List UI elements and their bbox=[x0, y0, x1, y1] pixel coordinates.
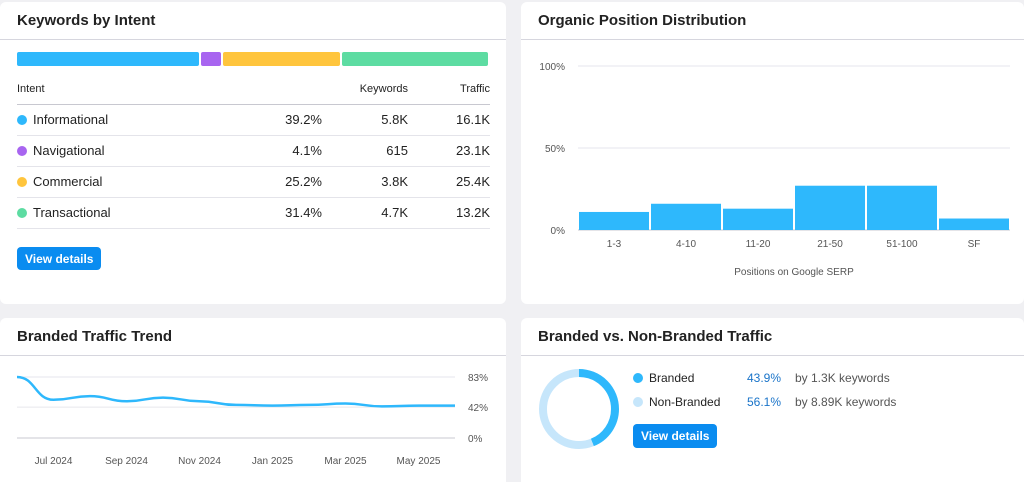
bar-51-100[interactable] bbox=[867, 185, 937, 230]
card-header: Branded Traffic Trend bbox=[0, 318, 506, 356]
bar-1-3[interactable] bbox=[579, 211, 649, 230]
y-tick-label: 100% bbox=[539, 62, 565, 73]
intent-traffic: 23.1K bbox=[408, 135, 490, 167]
intent-traffic: 25.4K bbox=[408, 166, 490, 198]
x-tick-label: Mar 2025 bbox=[324, 456, 367, 467]
table-row[interactable]: Transactional 31.4% 4.7K 13.2K bbox=[17, 197, 490, 229]
intent-pct[interactable]: 4.1% bbox=[267, 135, 322, 167]
y-tick-label: 83% bbox=[468, 373, 488, 384]
intent-label: Navigational bbox=[33, 143, 105, 158]
position-distribution-chart: 100% 50% 0% 1-3 4-10 11-20 21-50 51-100 SF Positi… bbox=[539, 62, 1010, 278]
keywords-by-intent-card: Keywords by Intent Intent Keywords Traff… bbox=[0, 2, 506, 304]
y-tick-label: 50% bbox=[545, 144, 565, 155]
intent-cell: Informational bbox=[17, 104, 267, 136]
intent-label: Transactional bbox=[33, 205, 111, 220]
intent-pct[interactable]: 39.2% bbox=[267, 104, 322, 136]
x-tick-label: May 2025 bbox=[397, 456, 441, 467]
intent-cell: Commercial bbox=[17, 166, 267, 198]
table-row[interactable]: Informational 39.2% 5.8K 16.1K bbox=[17, 104, 490, 136]
view-details-button[interactable]: View details bbox=[17, 247, 102, 270]
intent-dot-icon bbox=[17, 146, 27, 156]
x-tick-label: SF bbox=[968, 239, 981, 250]
x-axis-label: Positions on Google SERP bbox=[734, 267, 854, 278]
col-traffic: Traffic bbox=[408, 74, 490, 105]
intent-cell: Navigational bbox=[17, 135, 267, 167]
intent-bar-segment-navigational bbox=[201, 52, 221, 66]
intent-share-bar bbox=[17, 52, 488, 66]
col-pct bbox=[267, 74, 322, 105]
x-tick-label: Jan 2025 bbox=[252, 456, 294, 467]
intent-pct[interactable]: 31.4% bbox=[267, 197, 322, 229]
x-tick-label: Jul 2024 bbox=[35, 456, 73, 467]
x-tick-label: Sep 2024 bbox=[105, 456, 148, 467]
intent-cell: Transactional bbox=[17, 197, 267, 229]
organic-position-card: Organic Position Distribution 100% 50% 0% 1… bbox=[521, 2, 1024, 304]
card-title: Organic Position Distribution bbox=[538, 12, 747, 29]
card-header: Branded vs. Non-Branded Traffic bbox=[521, 318, 1024, 356]
col-intent: Intent bbox=[17, 74, 267, 105]
table-header-row: Intent Keywords Traffic bbox=[17, 74, 490, 105]
branded-trend-chart: 83% 42% 0% Jul 2024 Sep 2024 Nov 2024 Jan 2025… bbox=[16, 373, 488, 467]
intent-traffic: 16.1K bbox=[408, 104, 490, 136]
bar-sf[interactable] bbox=[939, 218, 1009, 230]
branded-vs-nonbranded-card: Branded vs. Non-Branded Traffic Branded … bbox=[521, 318, 1024, 482]
x-tick-label: 51-100 bbox=[886, 239, 918, 250]
intent-label: Informational bbox=[33, 112, 109, 127]
x-tick-label: 4-10 bbox=[676, 239, 696, 250]
branded-donut-chart bbox=[539, 369, 619, 449]
donut-slice-non-branded[interactable] bbox=[539, 369, 619, 449]
legend-pct: 56.1% bbox=[747, 395, 782, 409]
col-keywords: Keywords bbox=[322, 74, 408, 105]
legend-label: Non-Branded bbox=[649, 395, 721, 409]
view-details-button[interactable]: View details bbox=[633, 424, 718, 448]
intent-dot-icon bbox=[17, 208, 27, 218]
intent-dot-icon bbox=[17, 177, 27, 187]
intent-label: Commercial bbox=[33, 174, 103, 189]
card-header: Organic Position Distribution bbox=[521, 2, 1024, 40]
bar-4-10[interactable] bbox=[651, 203, 721, 230]
branded-dot-icon bbox=[633, 373, 643, 383]
x-tick-label: Nov 2024 bbox=[178, 456, 221, 467]
legend-row-nonbranded: Non-Branded 56.1% by 8.89K keywords bbox=[633, 395, 896, 409]
trend-line-series[interactable] bbox=[16, 375, 455, 408]
y-tick-label: 0% bbox=[468, 434, 483, 445]
intent-bar-segment-informational bbox=[17, 52, 200, 66]
card-title: Branded Traffic Trend bbox=[17, 328, 173, 345]
y-tick-label: 0% bbox=[551, 226, 566, 237]
nonbranded-dot-icon bbox=[633, 397, 643, 407]
intent-pct[interactable]: 25.2% bbox=[267, 166, 322, 198]
intent-table: Intent Keywords Traffic Informational 39.… bbox=[17, 74, 490, 229]
intent-keywords: 3.8K bbox=[322, 166, 408, 198]
y-tick-label: 42% bbox=[468, 403, 488, 414]
x-tick-label: 1-3 bbox=[607, 239, 622, 250]
card-header: Keywords by Intent bbox=[0, 2, 506, 40]
card-title: Keywords by Intent bbox=[17, 12, 156, 29]
intent-keywords: 4.7K bbox=[322, 197, 408, 229]
legend-desc: by 8.89K keywords bbox=[795, 395, 897, 409]
bar-21-50[interactable] bbox=[795, 185, 865, 230]
legend-desc: by 1.3K keywords bbox=[795, 371, 890, 385]
x-tick-label: 21-50 bbox=[817, 239, 843, 250]
intent-bar-segment-transactional bbox=[341, 52, 488, 66]
intent-traffic: 13.2K bbox=[408, 197, 490, 229]
intent-dot-icon bbox=[17, 115, 27, 125]
intent-bar-segment-commercial bbox=[222, 52, 340, 66]
x-tick-label: 11-20 bbox=[746, 239, 771, 250]
bar-11-20[interactable] bbox=[723, 208, 793, 230]
intent-keywords: 615 bbox=[322, 135, 408, 167]
table-row[interactable]: Commercial 25.2% 3.8K 25.4K bbox=[17, 166, 490, 198]
intent-keywords: 5.8K bbox=[322, 104, 408, 136]
legend-pct: 43.9% bbox=[747, 371, 782, 385]
legend-row-branded: Branded 43.9% by 1.3K keywords bbox=[633, 371, 890, 385]
legend-label: Branded bbox=[649, 371, 695, 385]
card-title: Branded vs. Non-Branded Traffic bbox=[538, 328, 773, 345]
branded-traffic-trend-card: Branded Traffic Trend 83% 42% 0% Jul 2024 Se… bbox=[0, 318, 506, 482]
table-row[interactable]: Navigational 4.1% 615 23.1K bbox=[17, 135, 490, 167]
